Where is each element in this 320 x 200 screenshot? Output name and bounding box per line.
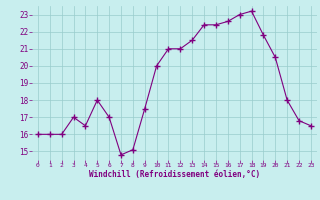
X-axis label: Windchill (Refroidissement éolien,°C): Windchill (Refroidissement éolien,°C) — [89, 170, 260, 179]
